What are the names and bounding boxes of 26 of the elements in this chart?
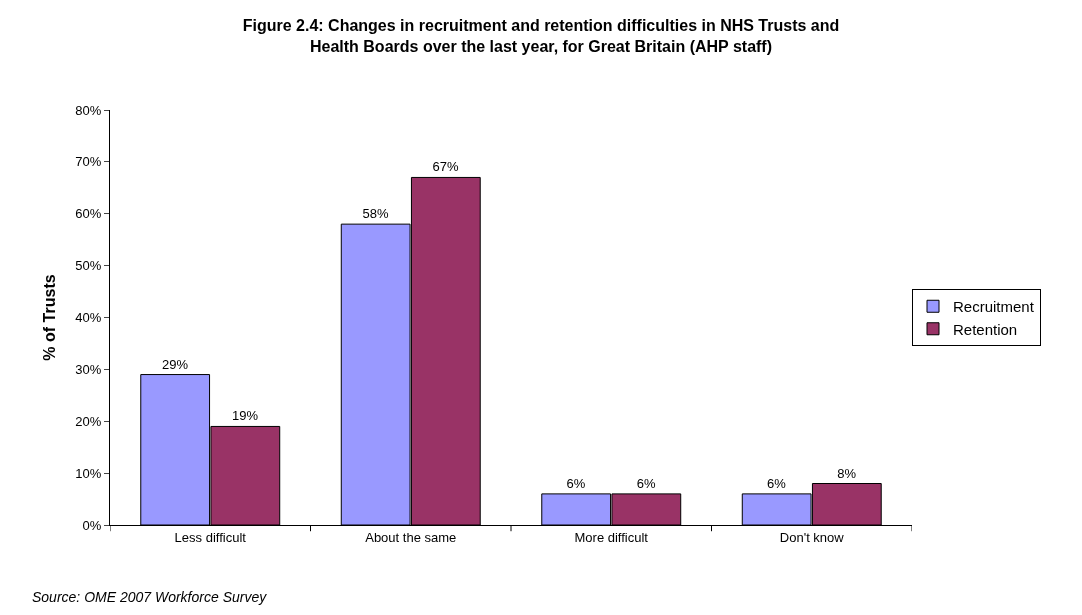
data-label: 29% <box>161 356 189 372</box>
source-note: Source: OME 2007 Workforce Survey <box>32 589 268 605</box>
y-tick-label: 10% <box>75 465 102 481</box>
data-label: 6% <box>636 475 656 491</box>
x-tick-label: About the same <box>365 529 457 545</box>
legend-label: Recruitment <box>953 298 1035 316</box>
data-label: 58% <box>362 206 389 222</box>
y-tick-label: 40% <box>75 310 102 326</box>
data-label: 6% <box>566 475 586 491</box>
x-tick-label: More difficult <box>574 529 649 545</box>
x-tick-label: Don't know <box>779 529 845 545</box>
x-tick-label: Less difficult <box>174 529 247 545</box>
y-tick-label: 0% <box>82 517 102 533</box>
data-label: 67% <box>432 159 460 175</box>
data-label: 6% <box>767 475 787 491</box>
y-tick-label: 30% <box>75 361 102 377</box>
y-tick-label: 50% <box>75 258 102 274</box>
y-axis-title: % of Trusts <box>41 274 59 361</box>
legend-label: Retention <box>953 320 1018 338</box>
data-label: 8% <box>837 465 857 481</box>
y-tick-label: 80% <box>75 102 102 118</box>
chart-title: Figure 2.4: Changes in recruitment and retention difficulties in NHS Trusts and Health Boards over the last year, for Great Britain (AHP staff) <box>242 16 840 55</box>
y-tick-label: 60% <box>75 206 102 222</box>
y-tick-label: 20% <box>75 413 102 429</box>
data-label: 19% <box>232 408 259 424</box>
y-tick-label: 70% <box>75 154 102 170</box>
